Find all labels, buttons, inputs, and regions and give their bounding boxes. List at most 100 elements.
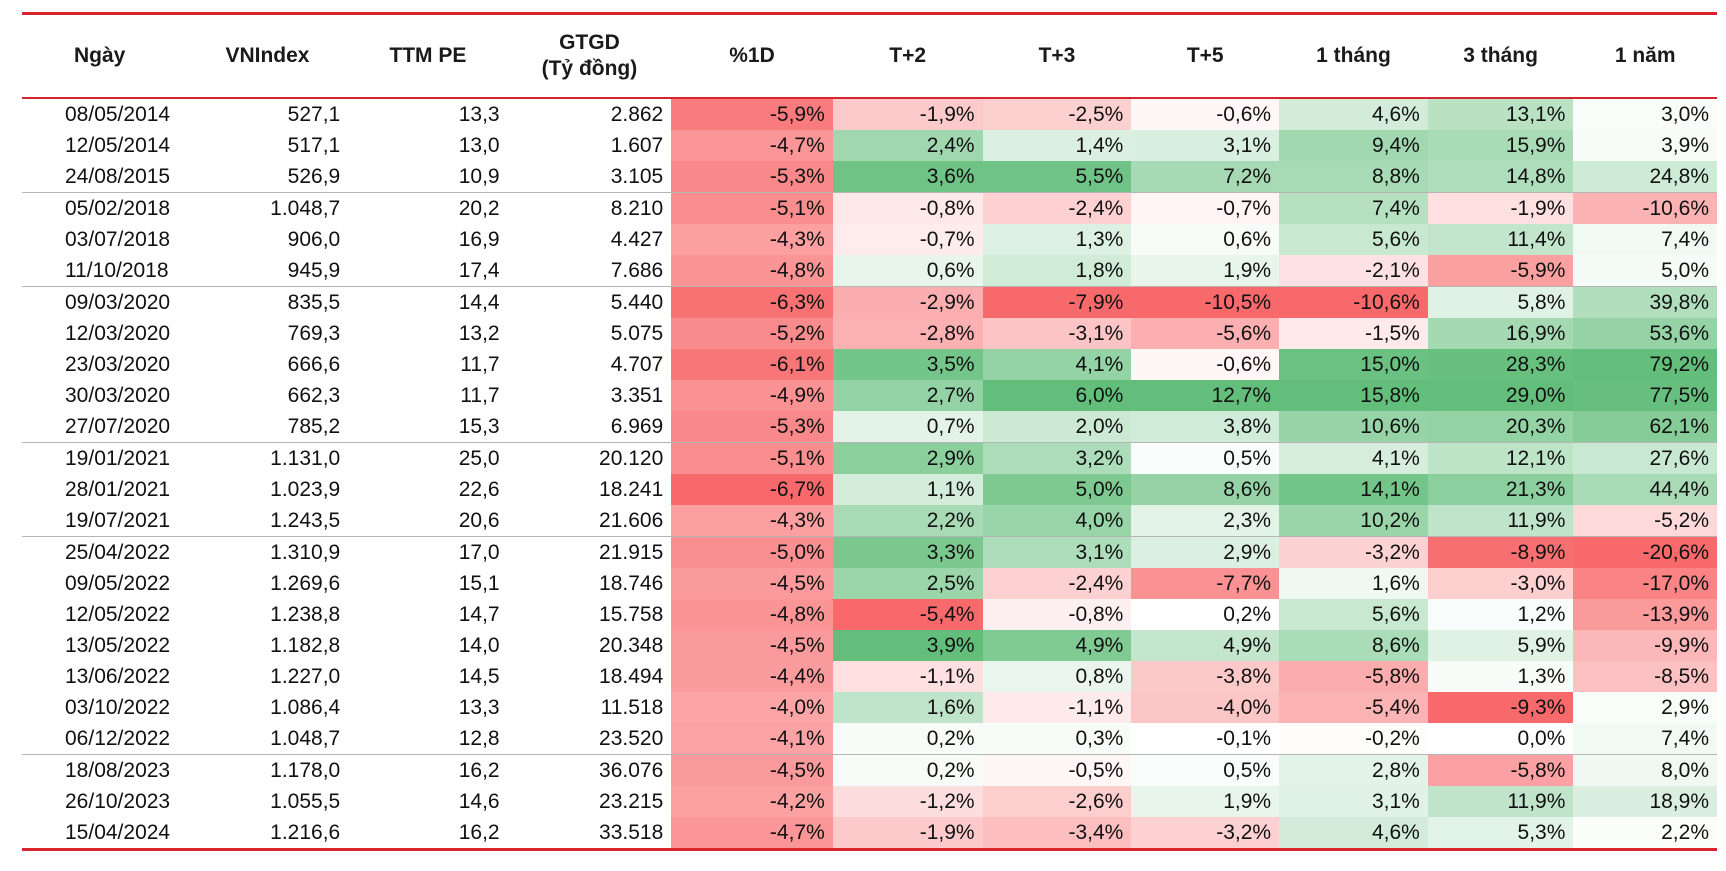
cell-3-thang: 5,9% [1427,630,1574,661]
cell-vnindex: 1.216,6 [186,817,349,851]
cell-3-thang: -1,9% [1427,192,1574,224]
cell-ttm-pe: 10,9 [458,164,500,188]
cell-date: 13/05/2022 [65,633,171,657]
cell-vnindex: 1.055,5 [270,789,341,813]
table-row: 09/03/2020 835,5 14,4 5.440 -6,3% -2,9% -7,9% -… [22,286,1717,318]
cell-t5: -5,6% [1131,318,1280,349]
cell-1-thang: 5,6% [1279,599,1428,630]
cell-gtgd: 21.915 [507,536,672,568]
cell-vnindex: 1.227,0 [270,664,341,688]
cell-ttm-pe: 16,2 [348,754,508,786]
cell-1-thang: 8,8% [1279,161,1428,193]
cell-ttm-pe: 13,2 [458,321,500,345]
cell-1-nam: 5,0% [1573,255,1717,287]
cell-1-nam: 53,6% [1573,318,1717,349]
cell-t3: 1,4% [982,130,1132,161]
cell-1-thang: -5,8% [1279,661,1428,692]
cell-pct-1d: -4,1% [671,723,833,755]
cell-date: 15/04/2024 [22,817,187,851]
cell-t3: 5,0% [982,474,1132,505]
header-gtgd: GTGD (Tỷ đồng) [507,15,672,99]
cell-t2: 2,5% [832,568,983,599]
header-vnindex: VNIndex [186,15,349,99]
cell-3-thang: 16,9% [1427,318,1574,349]
cell-t5: 3,8% [1131,411,1280,443]
cell-1-nam: 39,8% [1573,286,1717,318]
cell-pct-1d: -5,0% [671,536,833,568]
cell-ttm-pe: 12,8 [458,726,500,750]
cell-3-thang: 28,3% [1427,349,1574,380]
cell-gtgd: 4.707 [610,352,664,376]
cell-t5: 2,9% [1131,536,1280,568]
cell-vnindex: 1.310,9 [186,536,349,568]
table-row: 18/08/2023 1.178,0 16,2 36.076 -4,5% 0,2% -0,5… [22,754,1717,786]
cell-t3: -2,6% [982,786,1132,817]
cell-t3: 1,3% [982,224,1132,255]
cell-date: 11/10/2018 [65,258,169,282]
cell-t2: -1,9% [832,98,983,130]
cell-t3: 1,8% [982,255,1132,287]
table-row: 23/03/2020 666,6 11,7 4.707 -6,1% 3,5% 4,1% -0,… [22,349,1717,380]
table-row: 06/12/2022 1.048,7 12,8 23.520 -4,1% 0,2% 0,3%… [22,723,1717,755]
cell-vnindex: 1.238,8 [270,602,341,626]
table-row: 25/04/2022 1.310,9 17,0 21.915 -5,0% 3,3% 3,1%… [22,536,1717,568]
cell-pct-1d: -4,3% [671,505,833,537]
cell-date: 13/06/2022 [65,664,171,688]
cell-3-thang: 5,8% [1427,286,1574,318]
cell-gtgd: 20.120 [507,442,672,474]
table-row: 12/05/2022 1.238,8 14,7 15.758 -4,8% -5,4% -0,… [22,599,1717,630]
cell-t5: -3,8% [1131,661,1280,692]
header-t2: T+2 [832,15,983,99]
cell-pct-1d: -4,4% [671,661,833,692]
cell-pct-1d: -4,7% [671,130,833,161]
cell-vnindex: 527,1 [287,102,341,126]
cell-t3: -2,5% [982,98,1132,130]
cell-3-thang: -5,8% [1427,754,1574,786]
cell-pct-1d: -4,3% [671,224,833,255]
cell-ttm-pe: 11,7 [460,352,500,376]
cell-t3: -7,9% [982,286,1132,318]
table-row: 30/03/2020 662,3 11,7 3.351 -4,9% 2,7% 6,0% 12,… [22,380,1717,411]
cell-t2: 3,5% [832,349,983,380]
cell-1-thang: -5,4% [1279,692,1428,723]
cell-t3: -2,4% [982,568,1132,599]
cell-t5: -7,7% [1131,568,1280,599]
cell-t3: 4,1% [982,349,1132,380]
cell-t2: -1,9% [832,817,983,851]
cell-ttm-pe: 20,6 [458,508,500,532]
cell-t5: -3,2% [1131,817,1280,851]
cell-1-nam: 7,4% [1573,723,1717,755]
top-red-rule [22,12,1717,15]
table-row: 15/04/2024 1.216,6 16,2 33.518 -4,7% -1,9% -3,… [22,817,1717,851]
cell-gtgd: 23.215 [599,789,664,813]
cell-pct-1d: -6,7% [671,474,833,505]
cell-t2: -0,8% [832,192,983,224]
cell-pct-1d: -4,0% [671,692,833,723]
cell-gtgd: 3.105 [610,164,664,188]
cell-1-thang: 15,8% [1279,380,1428,411]
cell-date: 19/01/2021 [22,442,187,474]
cell-pct-1d: -6,3% [671,286,833,318]
table-row: 03/07/2018 906,0 16,9 4.427 -4,3% -0,7% 1,3% 0,… [22,224,1717,255]
cell-date: 19/07/2021 [65,508,171,532]
cell-pct-1d: -5,3% [671,411,833,443]
cell-vnindex: 1.086,4 [270,695,341,719]
cell-t2: -2,9% [832,286,983,318]
table-row: 05/02/2018 1.048,7 20,2 8.210 -5,1% -0,8% -2,4… [22,192,1717,224]
cell-1-thang: 3,1% [1279,786,1428,817]
cell-ttm-pe: 14,7 [458,602,500,626]
cell-1-nam: -5,2% [1573,505,1717,537]
cell-t2: -2,8% [832,318,983,349]
cell-t2: 0,2% [832,754,983,786]
cell-1-nam: 77,5% [1573,380,1717,411]
cell-vnindex: 666,6 [287,352,341,376]
cell-t3: -3,1% [982,318,1132,349]
cell-date: 23/03/2020 [65,352,171,376]
cell-gtgd: 23.520 [599,726,664,750]
cell-t2: -0,7% [832,224,983,255]
cell-date: 25/04/2022 [22,536,187,568]
cell-ttm-pe: 14,6 [458,789,500,813]
cell-1-thang: 1,6% [1279,568,1428,599]
cell-t3: -0,5% [982,754,1132,786]
cell-date: 26/10/2023 [65,789,171,813]
